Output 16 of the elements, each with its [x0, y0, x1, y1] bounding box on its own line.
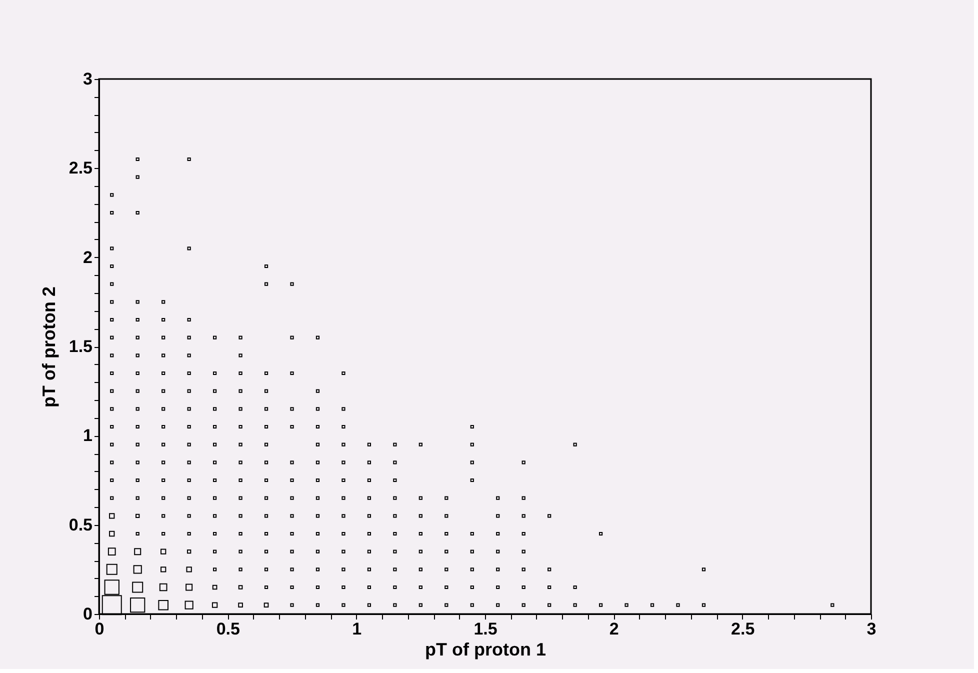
x-tick-label: 0 [94, 620, 104, 638]
x-tick-label: 0.5 [216, 620, 240, 638]
y-tick-label: 1 [83, 426, 92, 446]
x-tick-label: 1 [352, 620, 362, 638]
y-tick-label: 1.5 [68, 337, 92, 356]
y-tick-label: 0.5 [68, 515, 92, 534]
x-tick-label: 3 [866, 620, 876, 638]
y-tick-label: 2.5 [68, 158, 92, 178]
x-tick-label: 1.5 [474, 620, 498, 638]
x-tick-label: 2 [609, 620, 619, 638]
y-tick-label: 2 [83, 248, 92, 267]
x-axis-title: pT of proton 1 [425, 640, 546, 660]
y-tick-label: 0 [83, 604, 92, 624]
x-tick-label: 2.5 [731, 620, 755, 638]
y-tick-label: 3 [83, 70, 92, 88]
y-axis-title: pT of proton 2 [38, 286, 59, 408]
